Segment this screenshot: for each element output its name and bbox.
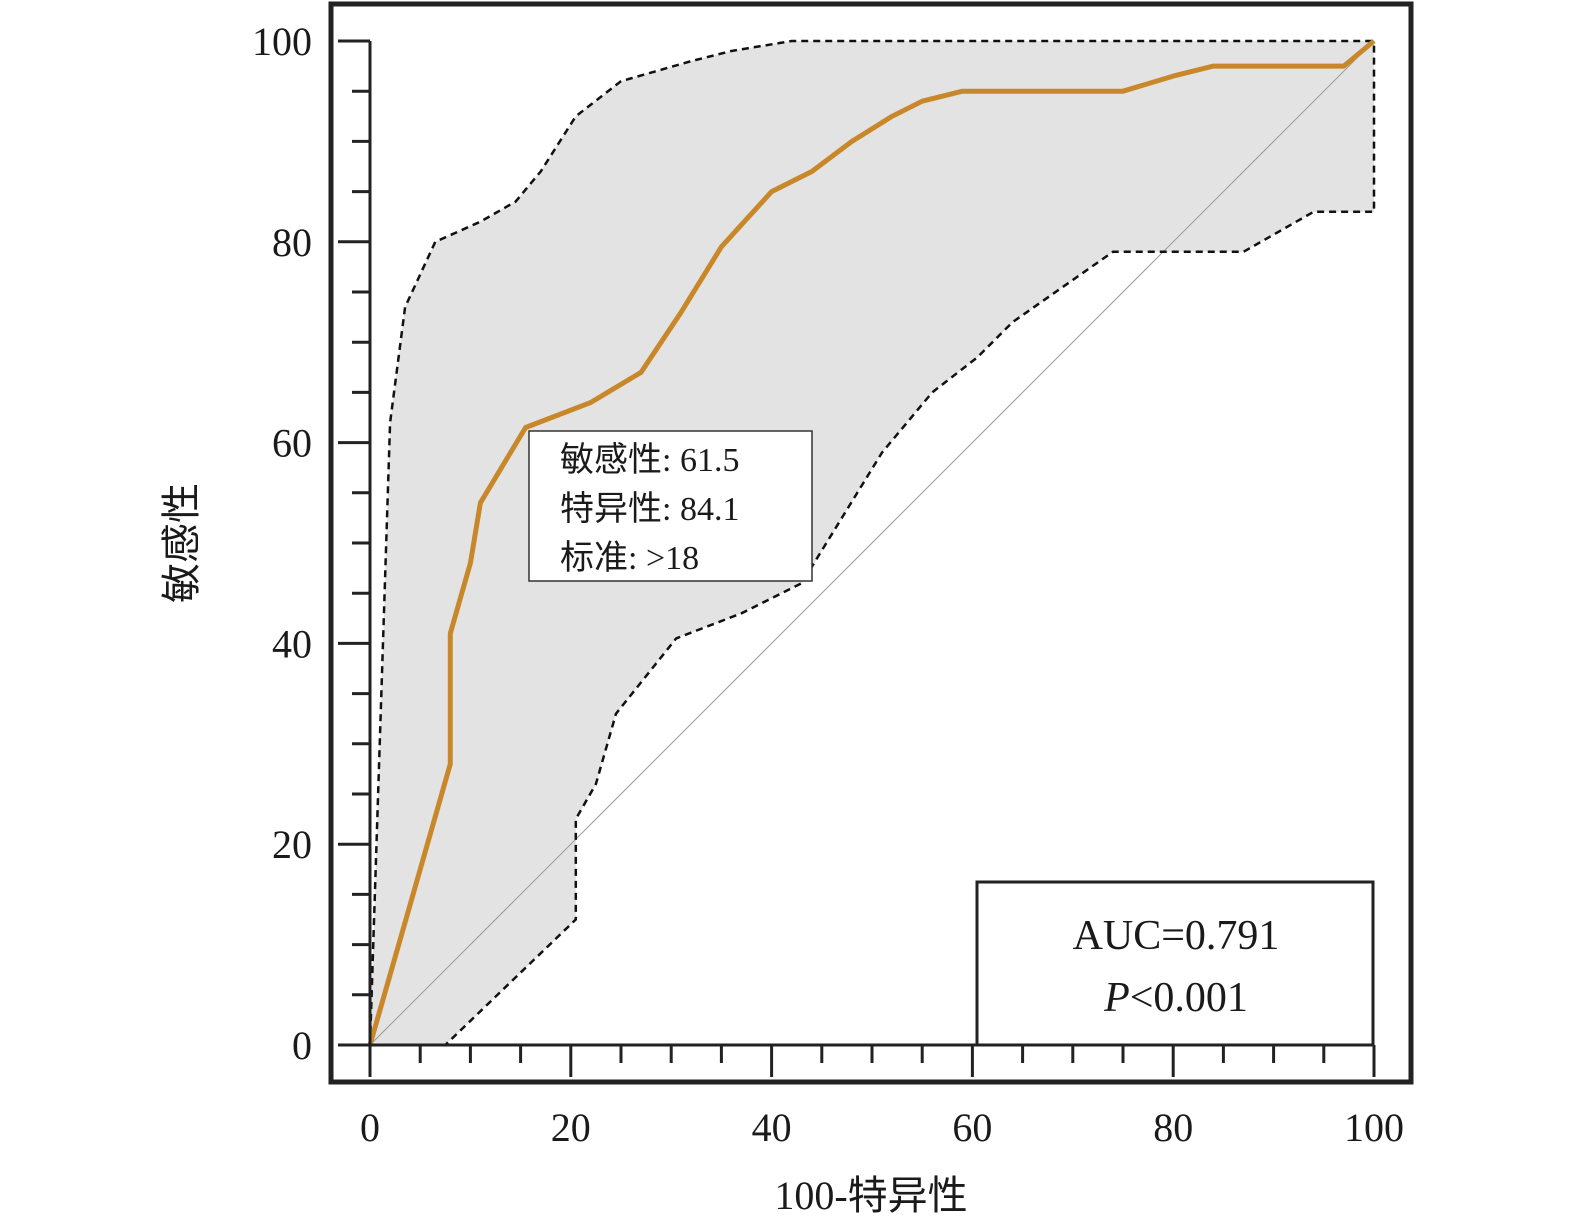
p-value: P<0.001 — [1103, 975, 1248, 1021]
stats-box-frame — [975, 880, 1375, 1047]
ci-lower-line — [370, 41, 1376, 1047]
callout-sensitivity: 敏感性: 61.5 — [560, 441, 739, 479]
y-tick-label: 100 — [252, 19, 312, 64]
tick-labels: 0 20 40 60 80 100 0 20 40 60 80 100 — [252, 19, 1404, 1150]
reference-diagonal — [369, 40, 1375, 1046]
x-tick-label: 60 — [952, 1105, 992, 1150]
y-axis-title: 敏感性 — [159, 483, 204, 603]
stats-box: AUC=0.791 P<0.001 — [975, 880, 1375, 1047]
ci-upper-line — [368, 39, 1374, 1046]
confidence-band — [370, 41, 1374, 1045]
y-tick-label: 20 — [272, 822, 312, 867]
x-axis-title: 100-特异性 — [774, 1173, 967, 1218]
plot-frame — [328, 1, 1414, 1085]
ci-band-layer — [370, 41, 1374, 1045]
x-tick-label: 80 — [1153, 1105, 1193, 1150]
y-tick-label: 0 — [292, 1023, 312, 1068]
threshold-callout: 敏感性: 61.5 特异性: 84.1 标准: >18 — [528, 430, 813, 582]
y-tick-label: 40 — [272, 621, 312, 666]
p-rest: <0.001 — [1130, 975, 1248, 1021]
x-tick-label: 0 — [360, 1105, 380, 1150]
roc-curve — [367, 39, 1376, 1046]
tick-marks — [338, 39, 1376, 1077]
y-tick-label: 80 — [272, 220, 312, 265]
callout-specificity: 特异性: 84.1 — [560, 490, 739, 528]
y-tick-label: 60 — [272, 421, 312, 466]
callout-box — [528, 430, 813, 582]
x-tick-label: 20 — [551, 1105, 591, 1150]
auc-value: AUC=0.791 — [1073, 913, 1280, 959]
x-tick-label: 40 — [752, 1105, 792, 1150]
x-tick-label: 100 — [1344, 1105, 1404, 1150]
p-symbol: P — [1103, 975, 1130, 1021]
callout-criterion: 标准: >18 — [560, 539, 699, 577]
